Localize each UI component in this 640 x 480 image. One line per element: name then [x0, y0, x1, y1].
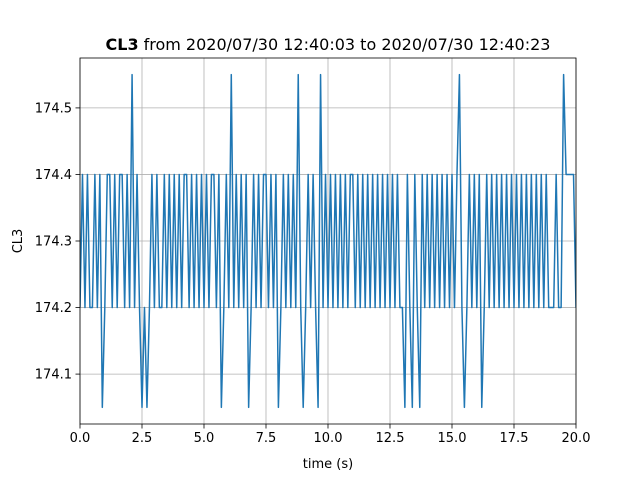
y-tick-label: 174.3 [35, 235, 72, 250]
chart-title: CL3 from 2020/07/30 12:40:03 to 2020/07/3… [106, 35, 551, 54]
x-tick-label: 12.5 [376, 431, 405, 446]
y-tick-label: 174.2 [35, 301, 72, 316]
x-tick-label: 7.5 [256, 431, 277, 446]
y-axis-label: CL3 [11, 229, 26, 254]
y-tick-label: 174.5 [35, 101, 72, 116]
x-tick-label: 2.5 [132, 431, 153, 446]
x-tick-label: 0.0 [70, 431, 91, 446]
y-tick-label: 174.1 [35, 368, 72, 383]
plot-frame [79, 57, 577, 425]
title-bold: CL3 [106, 35, 139, 54]
x-tick-label: 15.0 [438, 431, 467, 446]
x-tick-label: 17.5 [500, 431, 529, 446]
x-tick-label: 5.0 [194, 431, 215, 446]
x-axis-label: time (s) [303, 457, 353, 472]
x-tick-label: 10.0 [314, 431, 343, 446]
data-line [80, 73, 576, 409]
y-tick-label: 174.4 [35, 168, 72, 183]
x-tick-label: 20.0 [562, 431, 591, 446]
title-rest: from 2020/07/30 12:40:03 to 2020/07/30 1… [144, 35, 551, 54]
